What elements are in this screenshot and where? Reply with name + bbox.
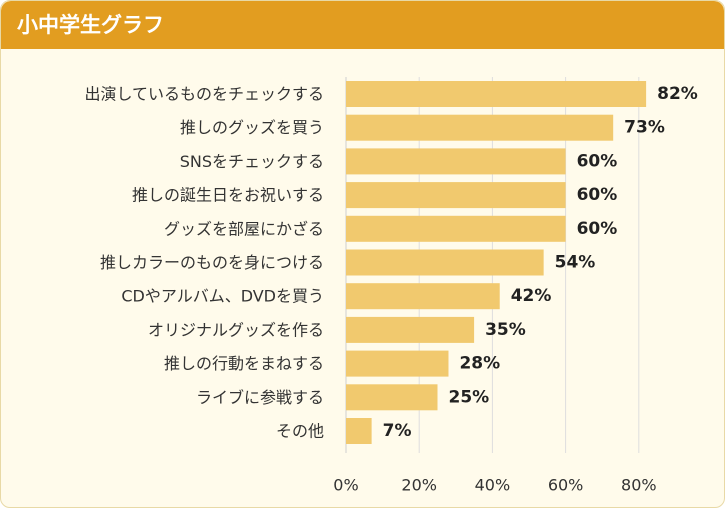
category-label-1: 推しのグッズを買う — [180, 118, 324, 137]
value-label-1: 73% — [624, 118, 665, 138]
value-label-6: 42% — [511, 286, 552, 306]
bar-7 — [346, 316, 475, 343]
bar-1 — [346, 114, 614, 141]
bar-5 — [346, 249, 544, 276]
bar-10 — [346, 418, 372, 444]
value-label-3: 60% — [577, 185, 618, 205]
chart-header: 小中学生グラフ — [1, 1, 724, 49]
category-label-5: 推しカラーのものを身につける — [100, 253, 324, 272]
bar-9 — [346, 384, 438, 411]
chart-title: 小中学生グラフ — [17, 13, 164, 37]
category-label-9: ライブに参戦する — [196, 388, 324, 407]
category-label-3: 推しの誕生日をお祝いする — [132, 186, 324, 205]
bar-2 — [346, 148, 566, 175]
value-label-4: 60% — [577, 219, 618, 239]
category-label-8: 推しの行動をまねする — [164, 354, 324, 373]
x-tick-label-40: 40% — [475, 476, 511, 495]
value-label-7: 35% — [485, 320, 526, 340]
category-label-10: その他 — [276, 422, 324, 441]
category-label-4: グッズを部屋にかざる — [164, 219, 324, 238]
value-label-0: 82% — [657, 84, 698, 104]
value-label-8: 28% — [459, 354, 500, 374]
x-tick-label-20: 20% — [401, 476, 437, 495]
bar-4 — [346, 215, 566, 242]
category-label-7: オリジナルグッズを作る — [148, 320, 324, 339]
bar-6 — [346, 283, 500, 310]
category-label-6: CDやアルバム、DVDを買う — [121, 287, 324, 306]
x-tick-label-80: 80% — [621, 476, 657, 495]
category-label-2: SNSをチェックする — [180, 152, 324, 171]
bar-0 — [346, 81, 647, 107]
value-label-5: 54% — [555, 253, 596, 273]
value-label-9: 25% — [449, 387, 490, 407]
value-label-10: 7% — [383, 421, 412, 441]
category-label-0: 出演しているものをチェックする — [84, 85, 324, 104]
value-label-2: 60% — [577, 151, 618, 171]
bar-8 — [346, 350, 449, 377]
bar-3 — [346, 182, 566, 209]
x-tick-label-60: 60% — [548, 476, 584, 495]
x-tick-label-0: 0% — [333, 476, 358, 495]
